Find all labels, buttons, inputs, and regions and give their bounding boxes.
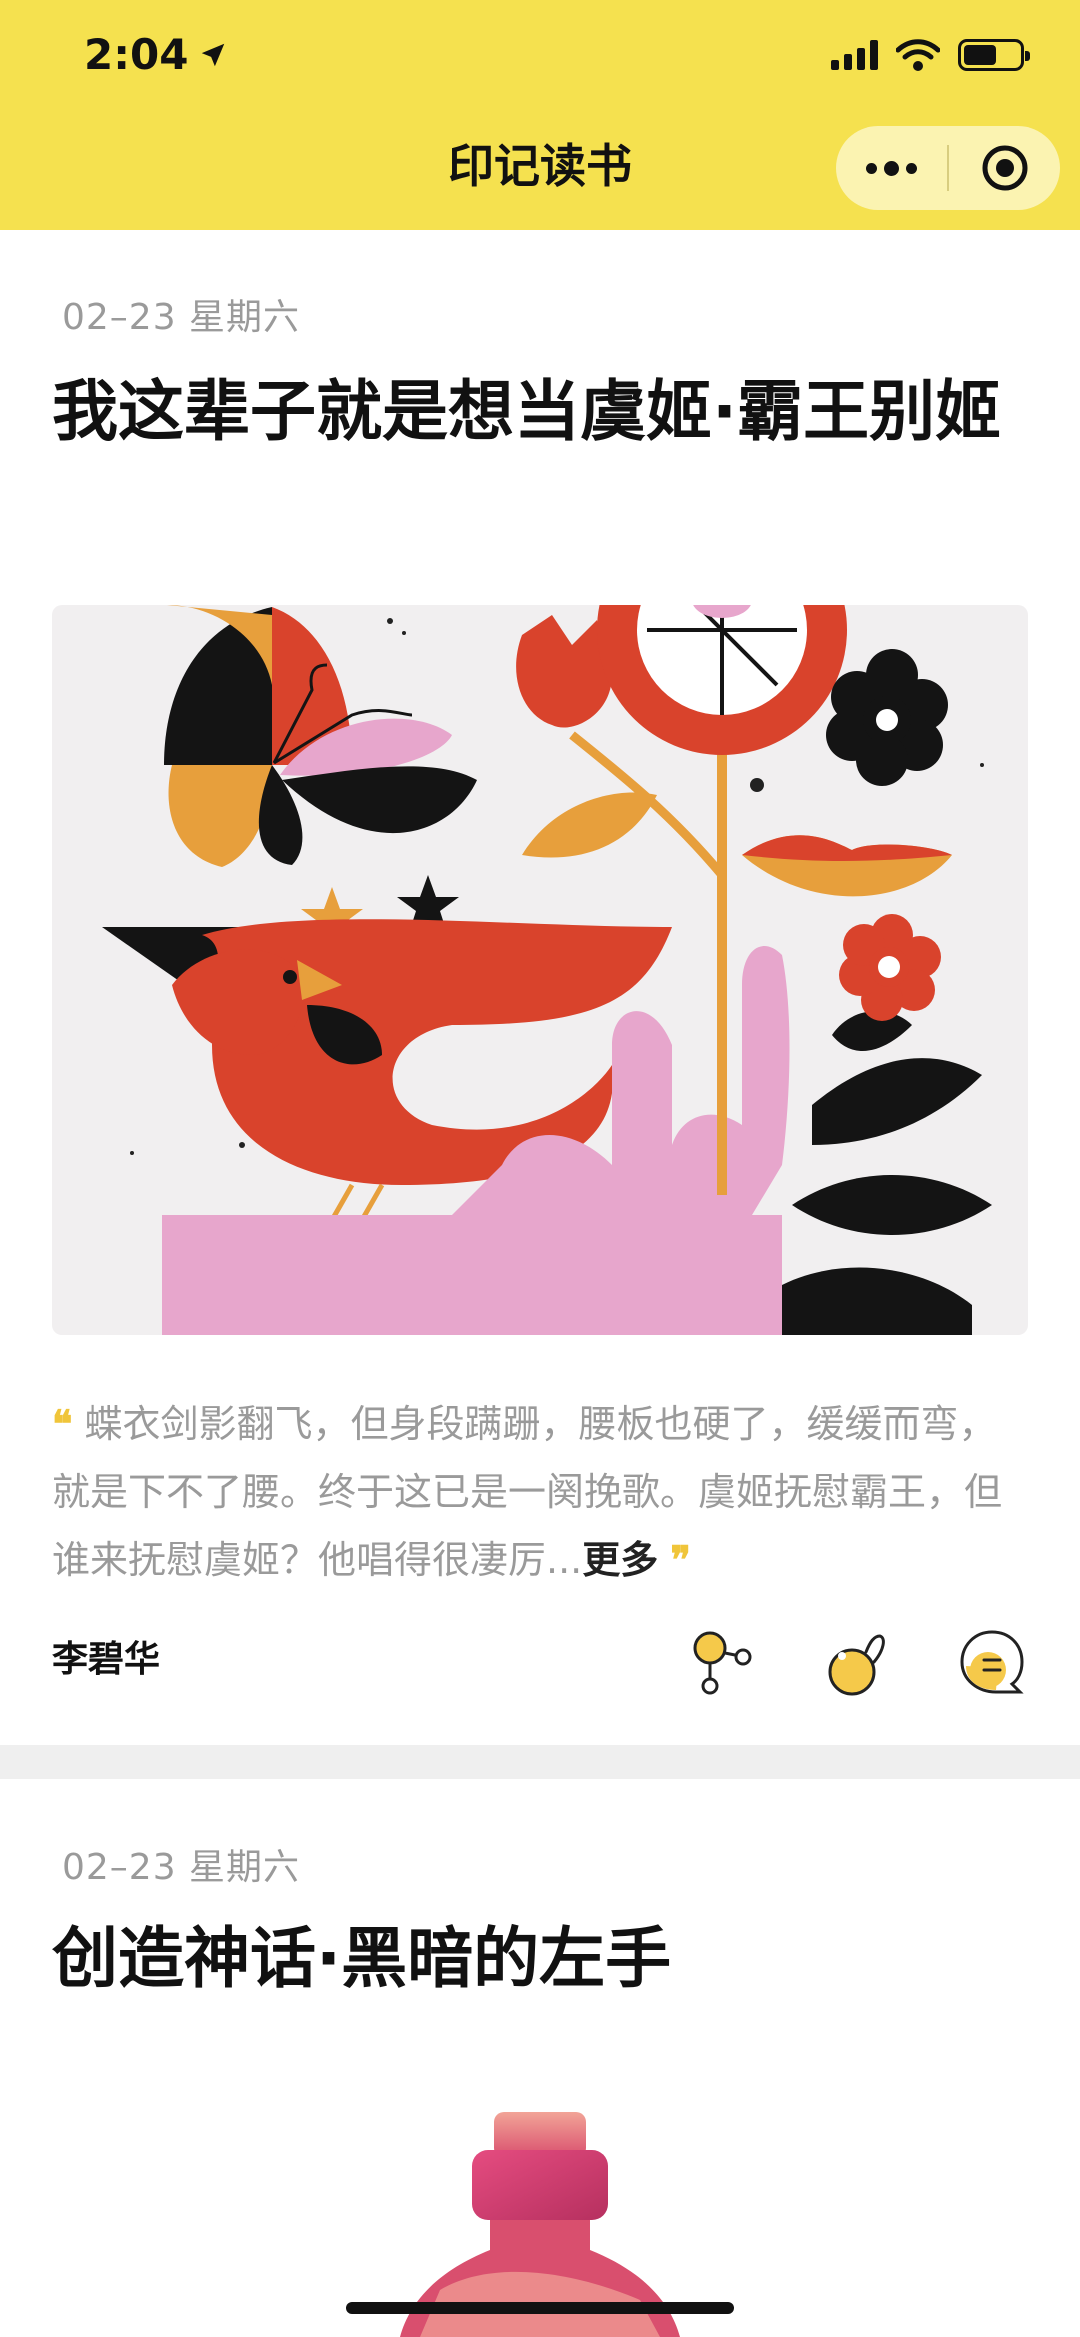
card-author[interactable]: 李碧华	[52, 1639, 161, 1680]
card-illustration[interactable]	[52, 605, 1028, 1335]
card-separator	[0, 1745, 1080, 1779]
comment-button[interactable]	[952, 1622, 1032, 1702]
card-title[interactable]: 我这辈子就是想当虞姬·霸王别姬	[52, 373, 1002, 450]
status-icons	[831, 38, 1030, 72]
card-title-2[interactable]: 创造神话·黑暗的左手	[52, 1920, 672, 1997]
location-arrow-icon	[202, 43, 225, 66]
mini-program-capsule	[836, 126, 1060, 210]
target-circle-icon	[982, 145, 1027, 191]
status-time: 2:04	[84, 30, 228, 79]
close-button[interactable]	[949, 126, 1060, 210]
card-excerpt[interactable]: ❝ 蝶衣剑影翻飞，但身段蹒跚，腰板也硬了，缓缓而弯，就是下不了腰。终于这已是一阕…	[52, 1390, 1032, 1594]
more-button[interactable]	[836, 126, 947, 210]
more-link[interactable]: 更多	[582, 1538, 659, 1582]
page-title: 印记读书	[448, 139, 632, 193]
quote-close-mark: ❞	[670, 1537, 691, 1582]
capsule-divider	[947, 145, 949, 191]
bird-flower-illustration	[102, 605, 992, 1335]
home-indicator[interactable]	[346, 2302, 734, 2314]
quote-open-mark: ❝	[52, 1401, 73, 1446]
share-button[interactable]	[680, 1622, 760, 1702]
clock: 2:04	[84, 30, 189, 79]
comment-icon	[960, 1630, 1024, 1694]
cellular-signal-icon	[831, 40, 878, 70]
like-icon	[828, 1634, 885, 1696]
like-button[interactable]	[816, 1622, 896, 1702]
app-header: 2:04 印记读书	[0, 0, 1080, 230]
card-date-2: 02–23 星期六	[62, 1847, 301, 1888]
wifi-icon	[896, 39, 940, 71]
card-actions	[680, 1622, 1040, 1702]
battery-icon	[958, 39, 1030, 71]
excerpt-text: 蝶衣剑影翻飞，但身段蹒跚，腰板也硬了，缓缓而弯，就是下不了腰。终于这已是一阕挽歌…	[52, 1402, 1003, 1582]
share-icon	[693, 1631, 752, 1695]
card-date: 02–23 星期六	[62, 297, 301, 338]
more-dots-icon	[866, 160, 917, 176]
